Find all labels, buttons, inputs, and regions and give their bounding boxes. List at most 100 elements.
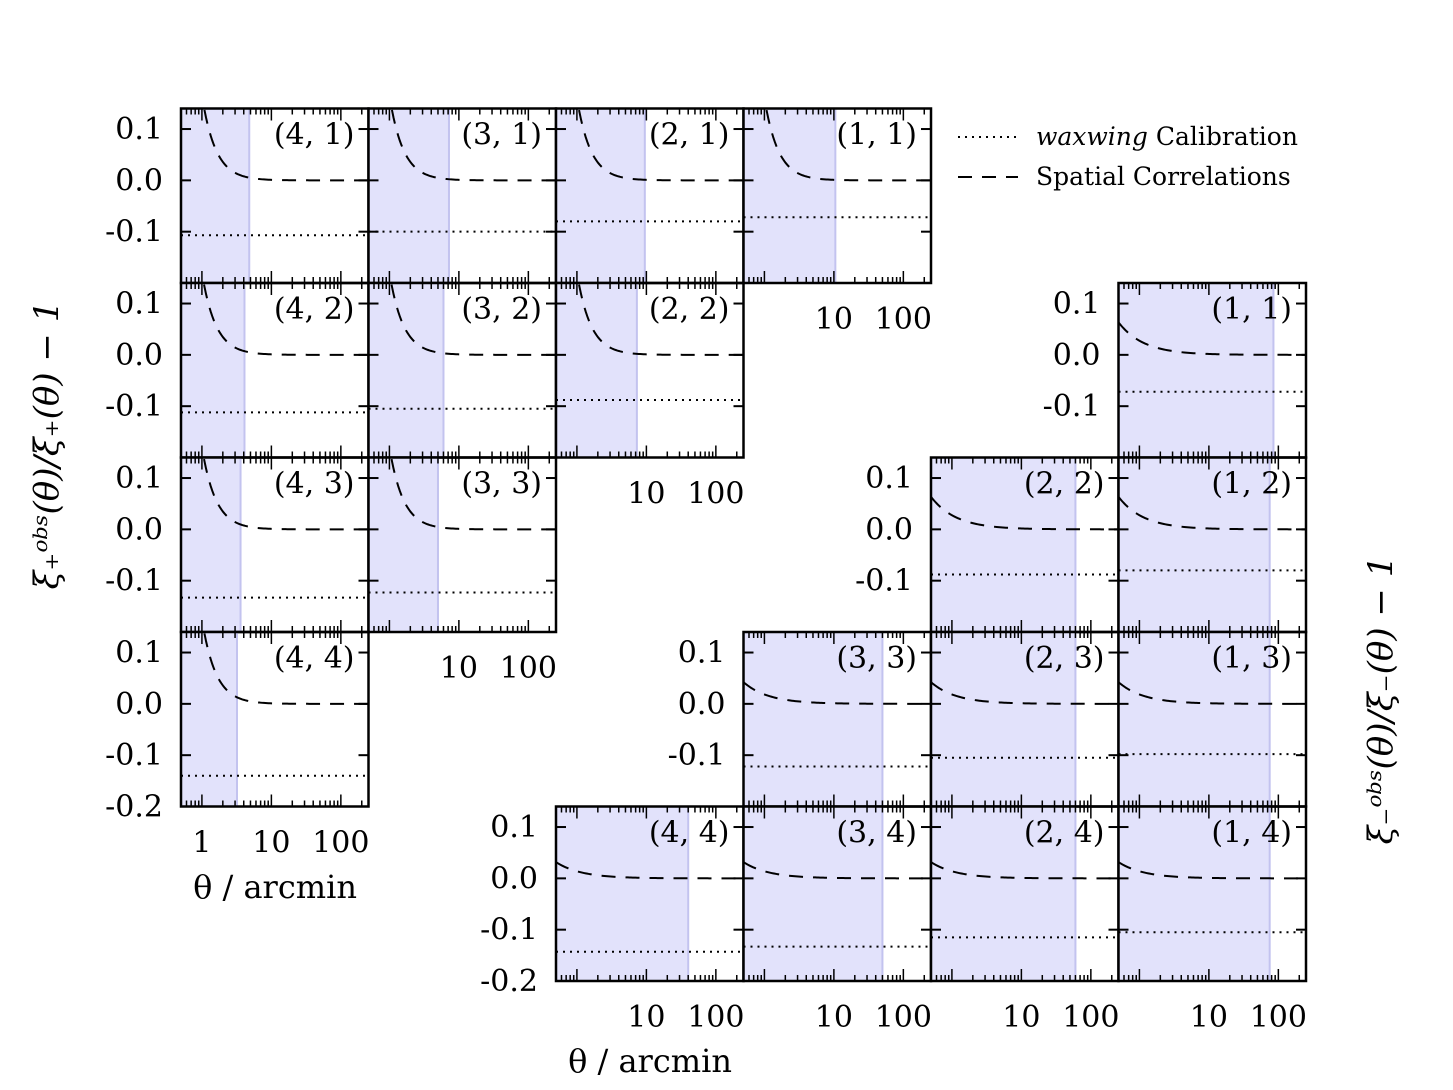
xi-minus-ytick-label-6-0: 0.1 — [490, 810, 538, 845]
xi-minus-shade-0 — [1118, 283, 1274, 458]
xi-plus-ytick-label-0-0: 0.1 — [115, 112, 163, 147]
xi-plus-panel-label-5: (3, 2) — [461, 292, 542, 327]
xi-minus-spatial-curve-2 — [1118, 496, 1306, 531]
xi-plus-plot-area-3 — [743, 108, 931, 283]
xi-minus-ytick-label-6-3: -0.2 — [480, 964, 538, 999]
xi-minus-panel-0: (1, 1) — [1117, 281, 1308, 459]
xi-plus-ytick-label-4-0: 0.1 — [115, 287, 163, 322]
xi-minus-panel-label-7: (3, 4) — [836, 816, 917, 851]
xi-plus-shade-1 — [368, 108, 449, 283]
xi-plus-panel-label-9: (4, 4) — [274, 641, 355, 676]
xi-plus-frame-3 — [742, 107, 933, 285]
xi-plus-frame-8 — [367, 456, 558, 634]
xi-minus-spatial-curve-9 — [1118, 861, 1306, 880]
xi-plus-plot-area-0 — [181, 108, 369, 283]
xi-minus-panel-3: (3, 3) — [742, 630, 933, 808]
xi-plus-panel-2: (2, 1) — [554, 107, 745, 285]
xi-plus-ytick-label-0-2: -0.1 — [105, 215, 163, 250]
xi-plus-panel-3: (1, 1) — [742, 107, 933, 285]
panels-group: (4, 1) 0.1 0.0 -0.1 (3, 1) (2, 1) (1, 1) (4, 2)… — [105, 107, 1308, 1035]
xi-minus-ytick-label-0-0: 0.1 — [1053, 287, 1101, 322]
xi-plus-shade-4 — [181, 283, 245, 458]
xi-plus-panel-label-1: (3, 1) — [461, 118, 542, 153]
xi-plus-ytick-label-9-1: 0.0 — [115, 687, 163, 722]
xi-plus-panel-label-2: (2, 1) — [649, 118, 730, 153]
xi-minus-xtick-label-col2-0: 10 — [627, 1000, 665, 1035]
xi-minus-xtick-label-col4-1: 100 — [1062, 1000, 1119, 1035]
xi-minus-plot-area-8 — [931, 806, 1119, 981]
xi-plus-panel-8: (3, 3) — [367, 456, 558, 634]
xi-plus-plot-area-7 — [181, 457, 369, 632]
xi-minus-spatial-curve-7 — [743, 861, 931, 880]
xi-plus-plot-area-8 — [368, 457, 556, 632]
xi-minus-xtick-label-col5-0: 10 — [1190, 1000, 1228, 1035]
xi-plus-xtick-label-col0-0: 1 — [192, 826, 211, 861]
xi-minus-panel-1: (2, 2) — [929, 456, 1120, 634]
xi-plus-frame-6 — [554, 281, 745, 459]
xi-minus-ytick-label-6-1: 0.0 — [490, 861, 538, 896]
xi-minus-shade-7 — [743, 806, 883, 981]
xi-plus-spatial-curve-5 — [390, 283, 556, 356]
xi-minus-ytick-label-1-1: 0.0 — [865, 512, 913, 547]
xi-plus-panel-6: (2, 2) — [554, 281, 745, 459]
xi-plus-spatial-curve-2 — [577, 108, 744, 182]
xi-plus-ytick-label-0-1: 0.0 — [115, 163, 163, 198]
xi-plus-xtick-label-col0-2: 100 — [312, 826, 369, 861]
xi-minus-xtick-label-col2-1: 100 — [687, 1000, 744, 1035]
xi-minus-xtick-label-col3-1: 100 — [875, 1000, 932, 1035]
xi-minus-panel-5: (1, 3) — [1117, 630, 1308, 808]
xi-minus-plot-area-6 — [556, 806, 744, 981]
xi-plus-xtick-label-col1-0: 10 — [440, 651, 478, 686]
xi-plus-ytick-label-4-2: -0.1 — [105, 389, 163, 424]
xi-minus-spatial-curve-4 — [931, 681, 1119, 705]
xi-minus-panel-label-1: (2, 2) — [1024, 467, 1105, 502]
xi-plus-spatial-curve-9 — [203, 632, 369, 705]
xi-minus-ytick-label-1-0: 0.1 — [865, 461, 913, 496]
xi-minus-plot-area-2 — [1118, 457, 1306, 632]
legend: waxwing Calibration Spatial Correlations — [958, 122, 1298, 191]
xi-plus-panel-label-3: (1, 1) — [836, 118, 917, 153]
xi-minus-plot-area-1 — [931, 457, 1119, 632]
xi-minus-plot-area-9 — [1118, 806, 1306, 981]
xi-minus-ytick-label-0-1: 0.0 — [1053, 338, 1101, 373]
xi-minus-shade-1 — [931, 457, 1076, 632]
xi-minus-panel-7: (3, 4) — [742, 805, 933, 983]
xi-plus-xlabel: θ / arcmin — [193, 868, 357, 906]
xi-plus-plot-area-6 — [556, 283, 744, 458]
xi-minus-plot-area-5 — [1118, 632, 1306, 807]
xi-plus-plot-area-5 — [368, 283, 556, 458]
xi-minus-panel-label-3: (3, 3) — [836, 641, 917, 676]
xi-minus-panel-label-9: (1, 4) — [1211, 816, 1292, 851]
xi-minus-panel-label-6: (4, 4) — [649, 816, 730, 851]
xi-plus-shade-2 — [556, 108, 645, 283]
xi-plus-ytick-label-9-2: -0.1 — [105, 738, 163, 773]
xi-minus-plot-area-0 — [1118, 283, 1306, 458]
xi-plus-ytick-label-4-1: 0.0 — [115, 338, 163, 373]
xi-minus-shade-2 — [1118, 457, 1270, 632]
xi-plus-panel-7: (4, 3) — [179, 456, 370, 634]
xi-minus-ytick-label-6-2: -0.1 — [480, 913, 538, 948]
xi-minus-xtick-label-col5-1: 100 — [1250, 1000, 1307, 1035]
xi-plus-spatial-curve-0 — [203, 108, 369, 182]
xi-minus-shade-8 — [931, 806, 1076, 981]
xi-plus-plot-area-2 — [556, 108, 744, 283]
xi-minus-panel-8: (2, 4) — [929, 805, 1120, 983]
xi-plus-shade-5 — [368, 283, 444, 458]
xi-plus-ytick-label-7-2: -0.1 — [105, 564, 163, 599]
xi-plus-spatial-curve-3 — [765, 108, 931, 182]
xi-plus-panel-1: (3, 1) — [367, 107, 558, 285]
xi-minus-spatial-curve-3 — [743, 681, 931, 705]
xi-minus-spatial-curve-8 — [931, 861, 1119, 880]
xi-minus-panel-2: (1, 2) — [1117, 456, 1308, 634]
xi-plus-frame-9 — [179, 630, 370, 808]
xi-plus-spatial-curve-8 — [390, 457, 556, 531]
xi-minus-panel-4: (2, 3) — [929, 630, 1120, 808]
xi-minus-plot-area-3 — [743, 632, 931, 807]
legend-spatial-label: Spatial Correlations — [1036, 162, 1291, 191]
xi-minus-plot-area-4 — [931, 632, 1119, 807]
xi-plus-panel-label-8: (3, 3) — [461, 467, 542, 502]
legend-calibration-label: waxwing Calibration — [1036, 122, 1298, 151]
xi-plus-shade-0 — [181, 108, 250, 283]
xi-plus-panel-label-7: (4, 3) — [274, 467, 355, 502]
xi-minus-ytick-label-3-1: 0.0 — [678, 687, 726, 722]
